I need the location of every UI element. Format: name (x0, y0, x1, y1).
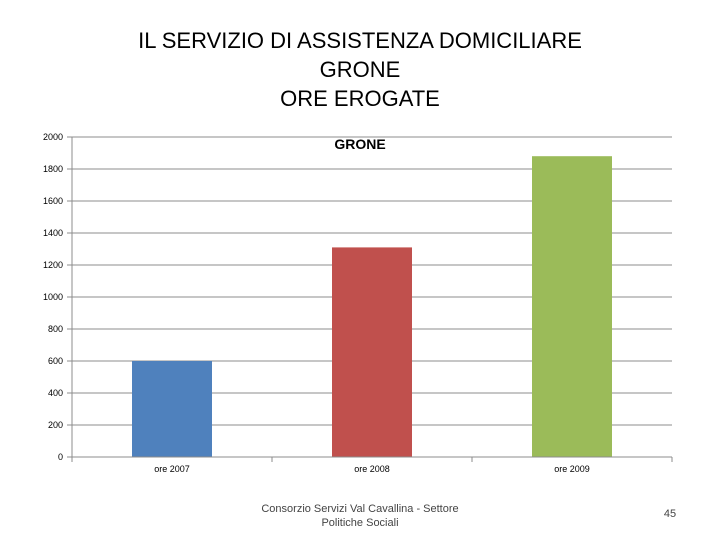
slide-title-line-1: IL SERVIZIO DI ASSISTENZA DOMICILIARE (138, 28, 582, 53)
axes (67, 136, 673, 462)
chart-title: GRONE (334, 136, 385, 152)
bar-ore-2009 (532, 156, 612, 457)
footer-note: Consorzio Servizi Val Cavallina - Settor… (240, 502, 480, 530)
bar-chart: GRONE 0 200 400 600 800 1000 1200 1400 1600 1800 2… (43, 132, 673, 474)
y-tick-label: 400 (48, 388, 63, 398)
page-number: 45 (663, 508, 677, 520)
x-tick-label: ore 2007 (154, 464, 190, 474)
y-tick-label: 200 (48, 420, 63, 430)
y-tick-label: 1200 (43, 260, 63, 270)
y-tick-label: 1800 (43, 164, 63, 174)
y-tick-label: 800 (48, 324, 63, 334)
y-tick-label: 1400 (43, 228, 63, 238)
y-tick-label: 1600 (43, 196, 63, 206)
footer-line-1: Consorzio Servizi Val Cavallina - Settor… (261, 503, 459, 515)
x-tick-label: ore 2009 (554, 464, 590, 474)
tick-labels: 0 200 400 600 800 1000 1200 1400 1600 1800 2000 ore… (43, 132, 590, 474)
y-tick-label: 1000 (43, 292, 63, 302)
slide-title-line-3: ORE EROGATE (280, 86, 440, 111)
bar-ore-2008 (332, 247, 412, 457)
slide-title-line-2: GRONE (319, 57, 401, 82)
x-tick-label: ore 2008 (354, 464, 390, 474)
bar-ore-2007 (132, 361, 212, 457)
slide-title: IL SERVIZIO DI ASSISTENZA DOMICILIARE GR… (0, 26, 720, 113)
footer-line-2: Politiche Sociali (321, 517, 399, 529)
y-tick-label: 600 (48, 356, 63, 366)
bars (132, 156, 612, 457)
y-tick-label: 2000 (43, 132, 63, 142)
y-tick-label: 0 (58, 452, 63, 462)
